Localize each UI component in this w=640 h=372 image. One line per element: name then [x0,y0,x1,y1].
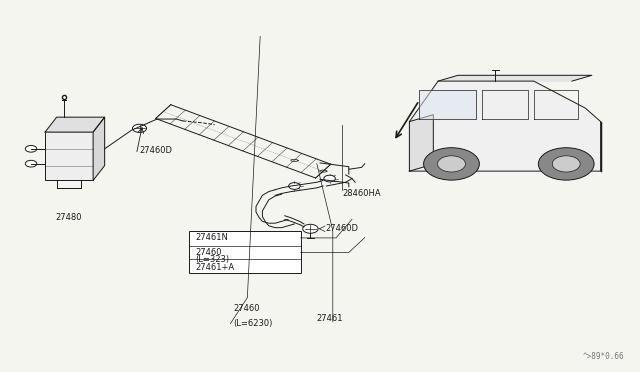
Text: 27460D: 27460D [140,146,173,155]
Text: ^>89*0.66: ^>89*0.66 [582,352,624,361]
Polygon shape [93,117,104,180]
Polygon shape [410,81,600,171]
Text: 27461: 27461 [317,314,343,323]
Text: 27461N: 27461N [195,233,228,243]
Circle shape [289,183,300,189]
Circle shape [424,148,479,180]
Circle shape [324,175,335,182]
Bar [189,231,301,273]
Circle shape [26,145,37,152]
Circle shape [538,148,594,180]
Circle shape [132,124,147,132]
Circle shape [26,160,37,167]
Text: 27460: 27460 [234,304,260,313]
Text: (L=6230): (L=6230) [234,319,273,328]
Circle shape [552,156,580,172]
Text: 27461+A: 27461+A [195,263,234,272]
Polygon shape [438,75,592,81]
Circle shape [438,156,465,172]
Circle shape [303,224,318,233]
Text: 27480: 27480 [56,213,83,222]
Text: 27460D: 27460D [325,224,358,233]
Bar [45,132,93,180]
Polygon shape [419,90,476,119]
Text: (L=323): (L=323) [195,255,229,264]
Text: 27460: 27460 [195,248,221,257]
Polygon shape [45,117,104,132]
Polygon shape [410,115,433,171]
Text: 28460HA: 28460HA [342,189,381,198]
